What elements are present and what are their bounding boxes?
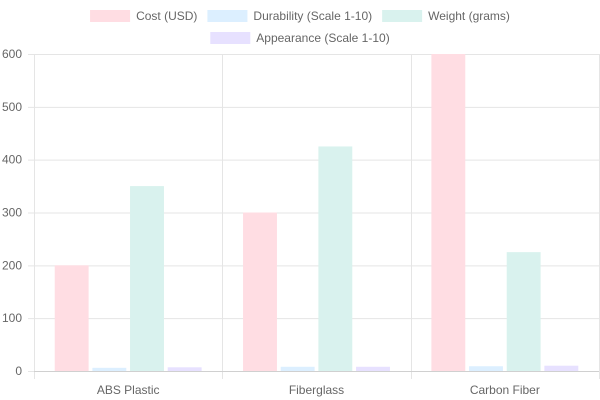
legend-swatch	[210, 32, 251, 44]
y-tick-label: 400	[2, 153, 22, 167]
y-tick-label: 600	[2, 47, 22, 61]
legend: Cost (USD) Durability (Scale 1-10) Weight …	[90, 9, 510, 45]
bar	[54, 265, 89, 371]
legend-item[interactable]: Appearance (Scale 1-10)	[210, 31, 390, 45]
x-axis: ABS Plastic Fiberglass Carbon Fiber	[34, 371, 599, 397]
y-tick-label: 0	[15, 364, 22, 378]
y-tick-label: 500	[2, 100, 22, 114]
legend-item[interactable]: Durability (Scale 1-10)	[207, 9, 372, 23]
bar	[92, 367, 127, 371]
legend-item[interactable]: Cost (USD)	[90, 9, 197, 23]
y-tick-label: 200	[2, 258, 22, 272]
bars	[54, 54, 579, 371]
bar	[356, 366, 390, 371]
bar	[506, 252, 541, 371]
bar	[280, 366, 315, 371]
y-axis: 0 100 200 300 400 500 600	[2, 47, 22, 378]
bar	[469, 366, 503, 371]
bar	[544, 365, 579, 371]
bar	[243, 212, 277, 371]
x-tick-label: ABS Plastic	[97, 383, 160, 397]
x-tick-label: Fiberglass	[289, 383, 344, 397]
legend-label: Durability (Scale 1-10)	[253, 9, 372, 23]
x-tick-label: Carbon Fiber	[470, 383, 540, 397]
legend-swatch	[90, 10, 131, 22]
legend-label: Weight (grams)	[428, 9, 510, 23]
legend-item[interactable]: Weight (grams)	[382, 9, 510, 23]
legend-label: Cost (USD)	[136, 9, 197, 23]
bar	[130, 186, 164, 371]
legend-swatch	[207, 10, 248, 22]
bar	[431, 54, 466, 371]
legend-swatch	[382, 10, 423, 22]
legend-label: Appearance (Scale 1-10)	[256, 31, 389, 45]
bar	[167, 367, 202, 371]
y-tick-label: 100	[2, 311, 22, 325]
bar	[318, 146, 353, 371]
y-tick-label: 300	[2, 206, 22, 220]
